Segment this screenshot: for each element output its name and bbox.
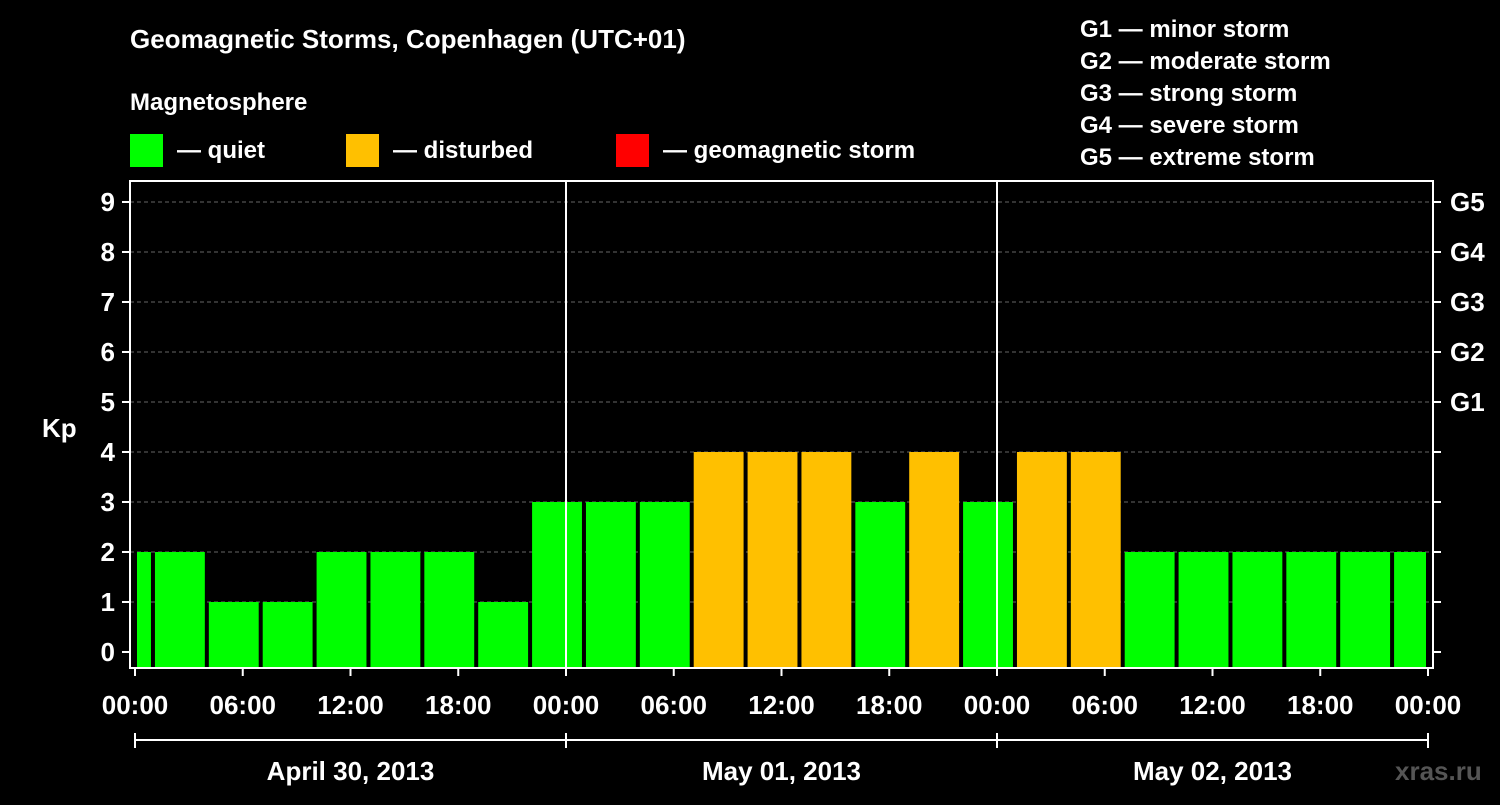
x-tick-label-3: 18:00: [425, 690, 492, 720]
kp-bar-10: [639, 502, 690, 668]
kp-bar-23: [1340, 552, 1391, 668]
right-axis-ticks: G1 G2 G3 G4 G5: [1433, 187, 1485, 653]
kp-bar-17: [1016, 452, 1067, 668]
kp-bar-4: [316, 552, 367, 668]
x-tick-label-5: 06:00: [641, 690, 708, 720]
kp-bar-20: [1178, 552, 1229, 668]
y-tick-label-0: 0: [101, 637, 115, 667]
kp-bar-22: [1286, 552, 1337, 668]
date-label-2: May 02, 2013: [1133, 756, 1292, 786]
y-axis-label: Kp: [42, 413, 77, 443]
right-tick-label-g4: G4: [1450, 237, 1485, 267]
kp-bar-9: [585, 502, 636, 668]
x-tick-label-11: 18:00: [1287, 690, 1354, 720]
date-axis: April 30, 2013 May 01, 2013 May 02, 2013: [134, 733, 1429, 786]
y-tick-label-4: 4: [101, 437, 116, 467]
y-tick-label-3: 3: [101, 487, 115, 517]
x-tick-label-7: 18:00: [856, 690, 923, 720]
y-tick-label-5: 5: [101, 387, 115, 417]
kp-bar-18: [1070, 452, 1121, 668]
y-tick-label-2: 2: [101, 537, 115, 567]
storm-scale-g1: G1 — minor storm: [1080, 16, 1289, 43]
right-tick-label-g1: G1: [1450, 387, 1485, 417]
magnetosphere-label: Magnetosphere: [130, 89, 307, 116]
legend-swatch-quiet: [130, 134, 163, 167]
storm-scale-g5: G5 — extreme storm: [1080, 144, 1315, 171]
status-legend: — quiet — disturbed — geomagnetic storm: [130, 134, 915, 167]
y-tick-label-9: 9: [101, 187, 115, 217]
kp-bar-19: [1124, 552, 1175, 668]
storm-scale-g3: G3 — strong storm: [1080, 80, 1297, 107]
kp-bar-14: [855, 502, 906, 668]
x-tick-label-4: 00:00: [533, 690, 600, 720]
y-tick-label-6: 6: [101, 337, 115, 367]
date-label-0: April 30, 2013: [267, 756, 435, 786]
storm-scale-legend: G1 — minor storm G2 — moderate storm G3 …: [1080, 16, 1331, 171]
y-axis-ticks: 0 1 2 3 4 5 6 7 8 9: [101, 187, 130, 667]
storm-scale-g2: G2 — moderate storm: [1080, 48, 1331, 75]
day-separators: [565, 181, 998, 668]
kp-bars: [137, 452, 1426, 668]
legend-label-storm: — geomagnetic storm: [663, 137, 915, 164]
x-tick-label-8: 00:00: [964, 690, 1031, 720]
x-tick-label-9: 06:00: [1072, 690, 1139, 720]
legend-label-quiet: — quiet: [177, 137, 265, 164]
right-tick-label-g2: G2: [1450, 337, 1485, 367]
kp-bar-0: [137, 552, 151, 668]
kp-bar-21: [1232, 552, 1283, 668]
chart-title: Geomagnetic Storms, Copenhagen (UTC+01): [130, 24, 685, 54]
x-tick-label-2: 12:00: [317, 690, 384, 720]
x-tick-label-10: 12:00: [1179, 690, 1246, 720]
kp-bar-1: [154, 552, 205, 668]
kp-bar-16: [963, 502, 1013, 668]
y-tick-label-1: 1: [101, 587, 115, 617]
right-tick-label-g5: G5: [1450, 187, 1485, 217]
kp-bar-2: [208, 602, 259, 668]
legend-swatch-storm: [616, 134, 649, 167]
kp-bar-6: [424, 552, 475, 668]
legend-swatch-disturbed: [346, 134, 379, 167]
x-tick-label-1: 06:00: [210, 690, 277, 720]
kp-bar-15: [909, 452, 960, 668]
x-tick-label-12: 00:00: [1395, 690, 1462, 720]
x-axis-ticks: 00:00 06:00 12:00 18:00 00:00 06:00 12:00 18:00…: [102, 668, 1462, 720]
kp-bar-3: [262, 602, 313, 668]
kp-bar-8: [532, 502, 582, 668]
kp-bar-24: [1394, 552, 1426, 668]
date-label-1: May 01, 2013: [702, 756, 861, 786]
kp-bar-13: [801, 452, 852, 668]
kp-bar-11: [693, 452, 744, 668]
x-tick-label-0: 00:00: [102, 690, 169, 720]
legend-label-disturbed: — disturbed: [393, 137, 533, 164]
y-tick-label-7: 7: [101, 287, 115, 317]
watermark: xras.ru: [1395, 756, 1482, 786]
kp-bar-7: [478, 602, 529, 668]
y-tick-label-8: 8: [101, 237, 115, 267]
storm-scale-g4: G4 — severe storm: [1080, 112, 1299, 139]
kp-bar-5: [370, 552, 421, 668]
x-tick-label-6: 12:00: [748, 690, 815, 720]
kp-bar-12: [747, 452, 798, 668]
right-tick-label-g3: G3: [1450, 287, 1485, 317]
